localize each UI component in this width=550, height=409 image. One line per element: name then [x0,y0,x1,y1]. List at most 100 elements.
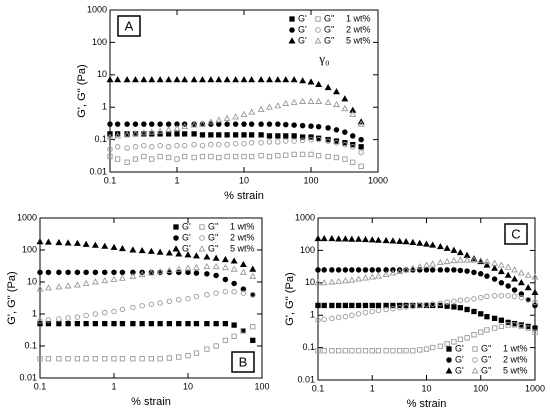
data-point [212,263,220,270]
data-point [410,348,416,354]
legend-marker [314,37,322,44]
data-point [224,121,230,127]
data-point [111,356,117,362]
data-point [141,153,147,160]
data-point [355,311,362,317]
data-point [299,134,306,140]
data-point [274,76,282,83]
data-point [341,235,349,242]
data-point [436,242,444,250]
data-point [471,296,477,302]
data-point [291,133,297,139]
data-point [44,238,52,245]
data-point [374,236,382,243]
data-point [132,76,139,83]
data-point [342,313,349,320]
data-point [221,255,229,263]
y-tick-label: 1 [310,310,315,320]
data-point [342,141,348,148]
data-point [224,141,230,148]
legend-label: G'' [324,13,335,23]
data-point [193,350,200,356]
data-point [464,296,470,303]
data-point [358,144,364,150]
data-point [382,236,390,244]
data-point [199,153,206,160]
x-tick-label: 10 [421,383,431,393]
data-point [457,267,464,274]
data-point [321,316,327,322]
data-point [275,139,281,145]
data-point [166,320,173,327]
data-point [176,296,182,303]
data-point [118,274,126,281]
data-point [213,320,219,327]
data-point [383,306,389,313]
y-tick-label: 1000 [295,212,315,222]
data-point [342,156,348,162]
data-point [166,355,173,361]
data-point [484,314,490,320]
data-point [248,153,255,160]
data-point [308,151,314,158]
data-point [416,302,423,309]
data-point [165,126,173,133]
data-point [258,132,264,138]
legend-label: G' [298,13,307,23]
data-point [315,152,322,159]
panel-label: B [239,354,248,369]
data-point [91,278,99,285]
data-point [471,332,477,338]
data-point [383,302,389,309]
data-point [222,337,229,344]
data-point [156,76,164,83]
data-point [350,144,356,150]
data-point [375,302,382,309]
data-point [470,256,478,263]
data-point [231,333,237,340]
data-point [290,98,298,105]
data-point [44,284,52,291]
data-point [498,323,505,330]
data-point [357,120,365,127]
y-axis-label: G', G'' (Pa) [284,272,296,325]
data-point [375,348,382,354]
x-tick-label: 0.1 [312,383,325,393]
data-point [443,244,451,251]
data-point [314,234,322,242]
legend-marker [471,367,479,374]
legend-marker [288,37,296,44]
data-point [324,98,332,105]
legend-marker [472,346,478,352]
data-point [328,278,336,285]
panel-label: C [511,226,520,241]
data-point [315,97,323,104]
data-point [232,121,239,127]
data-point [282,99,290,106]
data-point [230,265,238,272]
data-point [511,287,518,293]
x-axis-label: % strain [131,396,171,408]
data-point [130,356,136,362]
data-point [181,131,188,137]
data-point [175,250,183,257]
data-point [325,153,331,160]
data-point [176,320,182,327]
data-point [321,348,327,354]
data-point [524,284,532,291]
data-point [114,76,122,83]
data-point [348,235,356,242]
data-point [114,132,122,139]
data-point [358,149,364,156]
legend-marker [289,27,295,33]
data-point [299,151,306,158]
data-point [369,308,376,315]
data-point [471,308,477,315]
data-point [119,269,126,276]
data-point [355,348,362,354]
y-tick-label: 0.01 [297,374,315,384]
data-point [497,261,505,268]
x-tick-label: 10 [239,175,249,185]
data-point [240,76,248,83]
legend-label: G'' [481,354,492,364]
